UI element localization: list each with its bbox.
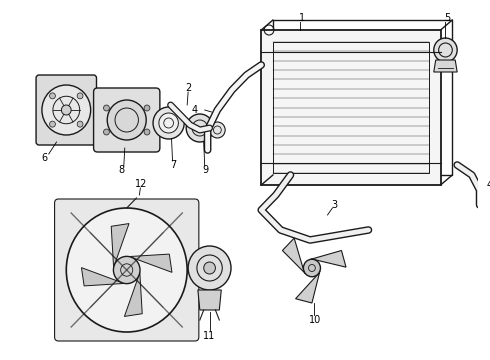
Polygon shape	[111, 224, 129, 267]
Polygon shape	[295, 271, 320, 303]
Circle shape	[210, 122, 225, 138]
Circle shape	[434, 38, 457, 62]
Polygon shape	[124, 273, 142, 316]
Polygon shape	[261, 30, 441, 185]
Text: 1: 1	[299, 13, 305, 23]
Circle shape	[49, 121, 55, 127]
Text: 3: 3	[331, 200, 338, 210]
Circle shape	[49, 93, 55, 99]
Polygon shape	[311, 251, 346, 267]
Text: 10: 10	[309, 315, 321, 325]
Circle shape	[77, 93, 83, 99]
Circle shape	[303, 259, 320, 277]
FancyBboxPatch shape	[54, 199, 199, 341]
Circle shape	[61, 105, 71, 115]
Text: 9: 9	[202, 165, 209, 175]
Polygon shape	[198, 290, 221, 310]
Circle shape	[113, 256, 140, 284]
Text: 11: 11	[203, 331, 216, 341]
FancyBboxPatch shape	[94, 88, 160, 152]
Text: 4: 4	[486, 180, 490, 190]
Polygon shape	[434, 60, 457, 72]
Circle shape	[66, 208, 187, 332]
Polygon shape	[282, 238, 305, 274]
Text: 6: 6	[42, 153, 48, 163]
Circle shape	[153, 107, 184, 139]
Circle shape	[144, 129, 150, 135]
Text: 2: 2	[185, 83, 191, 93]
Circle shape	[204, 262, 216, 274]
Polygon shape	[129, 254, 172, 273]
Polygon shape	[81, 267, 124, 286]
Circle shape	[159, 113, 178, 133]
Text: 7: 7	[171, 160, 176, 170]
FancyBboxPatch shape	[36, 75, 97, 145]
Text: 5: 5	[444, 13, 450, 23]
Text: 12: 12	[135, 179, 147, 189]
Text: 4: 4	[192, 105, 198, 115]
Circle shape	[42, 85, 91, 135]
Circle shape	[77, 121, 83, 127]
Circle shape	[186, 114, 214, 142]
Circle shape	[188, 246, 231, 290]
Circle shape	[103, 105, 109, 111]
Circle shape	[103, 129, 109, 135]
Circle shape	[144, 105, 150, 111]
Circle shape	[107, 100, 146, 140]
Text: 8: 8	[119, 165, 125, 175]
